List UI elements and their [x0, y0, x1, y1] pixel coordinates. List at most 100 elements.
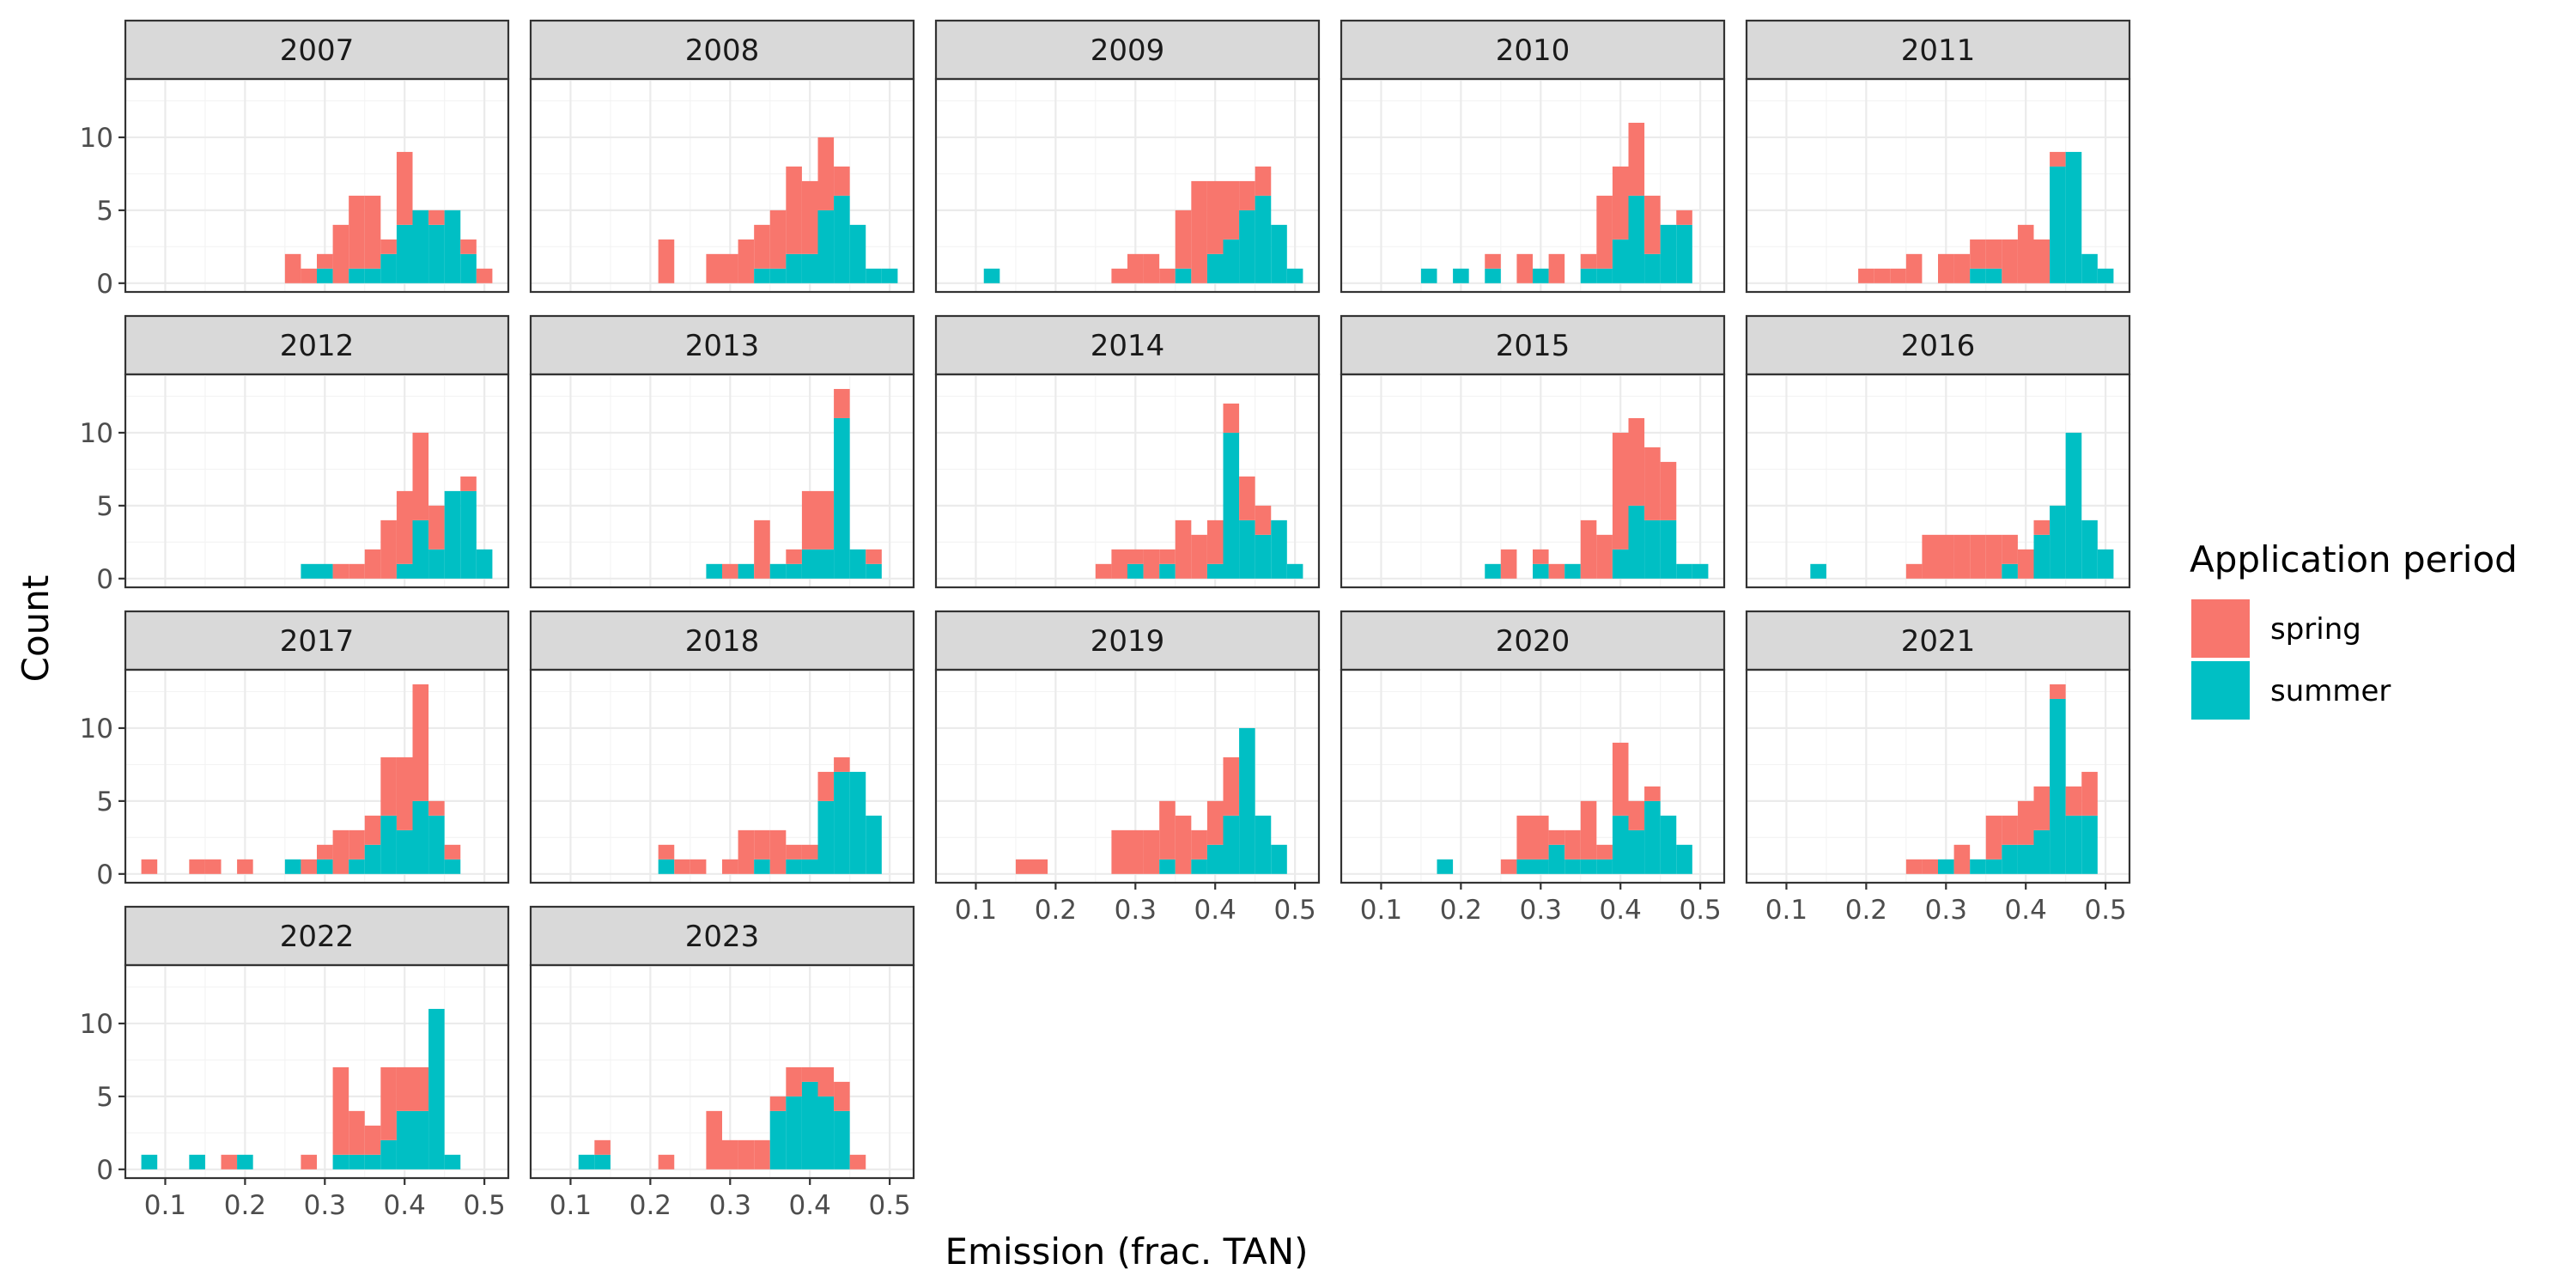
y-tick-label: 0 — [96, 1155, 113, 1186]
bar-spring — [738, 1139, 755, 1170]
bar-spring — [1191, 534, 1207, 579]
bar-spring — [1159, 549, 1176, 564]
x-tick-label: 0.1 — [144, 1190, 186, 1221]
bar-spring — [2033, 239, 2050, 283]
bar-spring — [738, 239, 755, 283]
bar-summer — [849, 224, 866, 283]
bar-summer — [1175, 268, 1192, 283]
bar-summer — [1533, 859, 1549, 874]
bar-spring — [204, 859, 222, 874]
bar-spring — [1596, 844, 1613, 860]
bar-spring — [658, 239, 675, 283]
x-tick-label: 0.4 — [2005, 895, 2047, 926]
histogram-bars — [1095, 403, 1303, 579]
bar-spring — [444, 844, 461, 860]
bar-summer — [1660, 815, 1677, 874]
bar-summer — [444, 1154, 461, 1170]
bar-spring — [1255, 505, 1272, 535]
bar-summer — [738, 563, 755, 579]
bar-summer — [317, 859, 333, 874]
bar-summer — [1644, 800, 1661, 874]
bar-spring — [769, 210, 787, 269]
bar-spring — [1127, 253, 1144, 283]
bar-summer — [817, 800, 835, 874]
bar-summer — [786, 859, 802, 874]
bar-spring — [1612, 166, 1629, 240]
bar-summer — [1644, 519, 1661, 579]
bar-summer — [1810, 563, 1826, 579]
bar-summer — [2002, 844, 2018, 874]
bar-spring — [364, 815, 381, 845]
bar-spring — [1612, 742, 1629, 816]
x-tick-label: 0.5 — [1273, 895, 1315, 926]
facet-title: 2009 — [1091, 33, 1165, 68]
bar-summer — [2065, 151, 2082, 283]
bar-summer — [332, 1154, 349, 1170]
bar-spring — [1580, 253, 1597, 269]
bar-spring — [2050, 683, 2066, 699]
y-tick-label: 0 — [96, 860, 113, 890]
y-tick-label: 5 — [96, 491, 113, 522]
bar-summer — [1453, 268, 1469, 283]
histogram-bars — [1905, 683, 2098, 874]
facet-panel-2013: 2013 — [529, 314, 915, 589]
bar-summer — [754, 268, 770, 283]
bar-summer — [1533, 268, 1549, 283]
bar-spring — [866, 549, 882, 564]
bar-summer — [1271, 519, 1287, 579]
bar-spring — [1175, 519, 1192, 579]
bar-summer — [1420, 268, 1437, 283]
panel-border — [1745, 77, 2131, 294]
bar-summer — [444, 859, 461, 874]
bar-spring — [1985, 239, 2002, 269]
x-tick-label: 0.1 — [550, 1190, 592, 1221]
bar-spring — [1095, 563, 1112, 579]
facet-panel-2014: 2014 — [934, 314, 1321, 589]
bar-summer — [189, 1154, 205, 1170]
bar-spring — [801, 1066, 818, 1082]
bar-spring — [2050, 151, 2066, 167]
bar-summer — [2050, 505, 2066, 579]
panel-grid — [1341, 374, 1724, 587]
bar-spring — [301, 859, 317, 874]
bar-spring — [786, 166, 802, 254]
facet-panel-2011: 2011 — [1745, 19, 2131, 294]
bar-summer — [1159, 563, 1176, 579]
bar-spring — [1223, 756, 1240, 816]
bar-summer — [2081, 815, 2098, 874]
bar-spring — [332, 1066, 349, 1155]
bar-spring — [754, 829, 770, 860]
bar-summer — [1985, 859, 2002, 874]
bar-spring — [2002, 534, 2018, 564]
bar-summer — [786, 1096, 802, 1170]
histogram-bars — [1858, 151, 2114, 283]
bar-spring — [1500, 549, 1517, 579]
bar-summer — [1485, 268, 1501, 283]
bar-spring — [722, 859, 738, 874]
bar-spring — [706, 1110, 722, 1170]
bar-spring — [396, 756, 413, 830]
bar-spring — [332, 224, 349, 283]
bar-spring — [284, 253, 301, 283]
bar-summer — [2097, 549, 2114, 579]
bar-spring — [834, 166, 850, 196]
facet-title: 2010 — [1496, 33, 1571, 68]
panel-grid — [125, 965, 508, 1178]
bar-spring — [380, 756, 397, 816]
bar-summer — [2081, 253, 2098, 283]
bar-summer — [1676, 224, 1692, 283]
facet-title: 2015 — [1496, 329, 1571, 363]
bar-spring — [2017, 549, 2034, 579]
bar-spring — [1031, 859, 1048, 874]
panel-border — [124, 963, 510, 1180]
bar-spring — [722, 1139, 738, 1170]
bar-spring — [706, 253, 722, 283]
bar-spring — [221, 1154, 238, 1170]
bar-summer — [2065, 815, 2082, 874]
bar-summer — [769, 268, 787, 283]
bar-spring — [1644, 195, 1661, 254]
bar-summer — [1533, 563, 1549, 579]
bar-spring — [1905, 859, 1923, 874]
bar-summer — [1286, 268, 1303, 283]
panel-border — [1340, 77, 1726, 294]
